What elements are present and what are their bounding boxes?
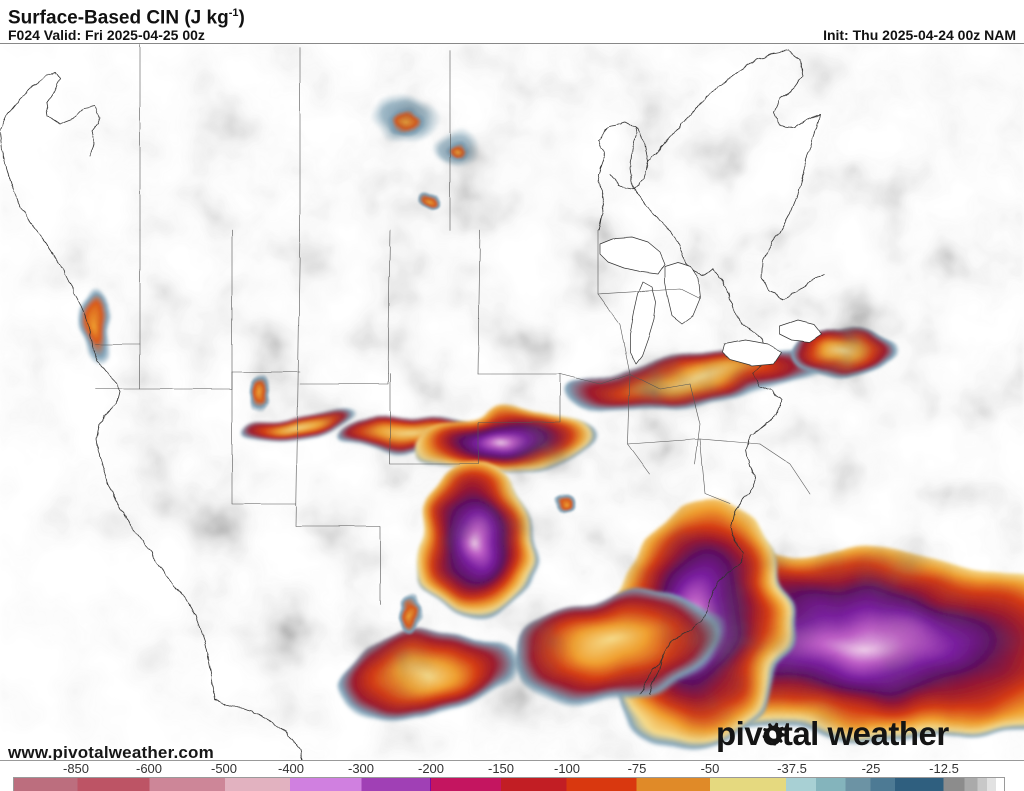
- svg-text:pivotal weather: pivotal weather: [716, 715, 949, 752]
